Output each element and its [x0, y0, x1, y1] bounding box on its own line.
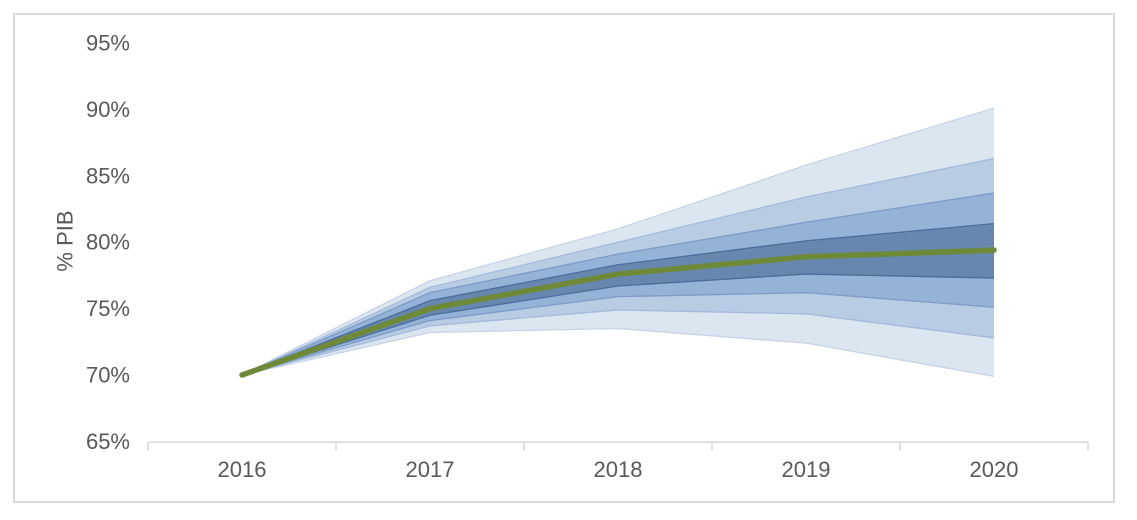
x-tick-label-2017: 2017	[406, 457, 455, 482]
outer-confidence-band-lower-edge	[241, 327, 995, 377]
y-tick-label-80: 80%	[86, 230, 130, 255]
y-tick-label-65: 65%	[86, 429, 130, 454]
second-confidence-band-lower-edge	[241, 309, 995, 376]
x-tick-label-2018: 2018	[594, 457, 643, 482]
y-tick-label-90: 90%	[86, 97, 130, 122]
x-tick-label-2016: 2016	[218, 457, 267, 482]
inner-confidence-band-upper-edge	[241, 222, 995, 376]
third-confidence-band-lower-edge	[241, 292, 995, 376]
second-confidence-band-upper-edge	[241, 157, 995, 376]
y-tick-label-70: 70%	[86, 363, 130, 388]
x-tick-label-2019: 2019	[782, 457, 831, 482]
y-tick-label-85: 85%	[86, 163, 130, 188]
x-tick-label-2020: 2020	[970, 457, 1019, 482]
third-confidence-band-upper-edge	[241, 192, 995, 376]
outer-confidence-band-upper-edge	[241, 107, 995, 376]
plot-area: 95% 90% 85% 80% 75% 70% 65% 2016 2017 2018 2019 202…	[13, 13, 1115, 503]
y-axis-title: % PIB	[53, 210, 78, 271]
inner-confidence-band	[242, 223, 994, 375]
inner-confidence-band-lower-edge	[241, 273, 995, 376]
y-tick-label-75: 75%	[86, 296, 130, 321]
y-tick-label-95: 95%	[86, 31, 130, 56]
central-projection-line	[239, 247, 997, 378]
chart-frame-border	[13, 13, 1115, 503]
